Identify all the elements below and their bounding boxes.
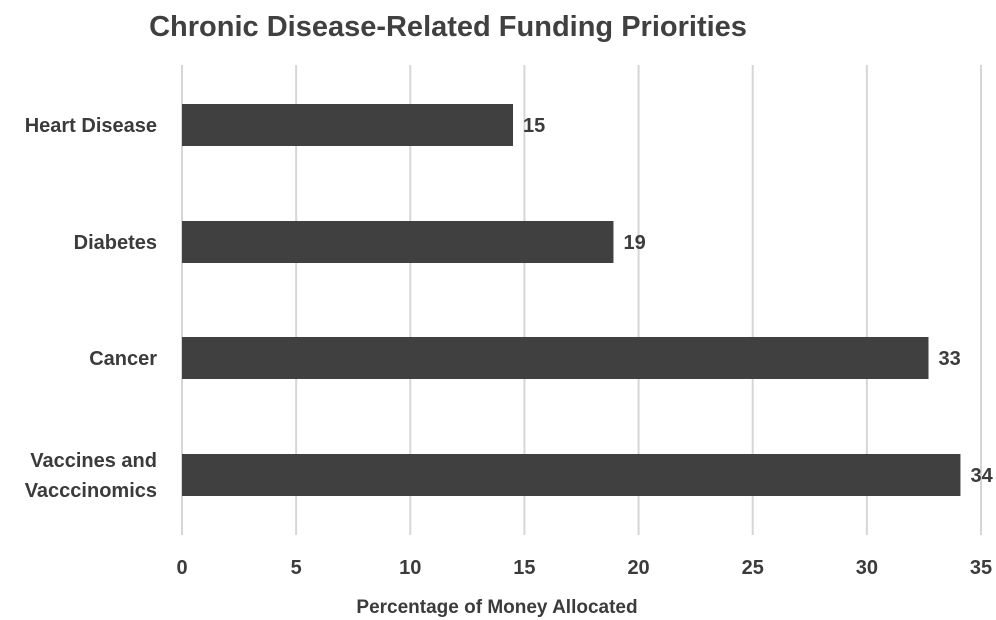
x-tick-label: 25 <box>742 557 764 579</box>
bar <box>182 337 929 379</box>
data-label: 15 <box>523 115 545 137</box>
data-label: 19 <box>623 232 645 254</box>
category-label-line: Diabetes <box>74 232 157 254</box>
x-tick-label: 5 <box>291 557 302 579</box>
data-label: 33 <box>938 348 960 370</box>
bar <box>182 221 614 263</box>
bars <box>182 104 961 496</box>
x-tick-label: 15 <box>513 557 535 579</box>
category-label-line: Heart Disease <box>25 115 157 137</box>
chart-title: Chronic Disease-Related Funding Prioriti… <box>149 11 747 43</box>
x-tick-labels: 0 5 10 15 20 25 30 35 <box>176 557 992 579</box>
bar <box>182 104 514 146</box>
x-tick-label: 0 <box>176 557 187 579</box>
bar <box>182 454 961 496</box>
data-label: 34 <box>970 465 993 487</box>
x-tick-label: 30 <box>856 557 878 579</box>
category-label: Heart Disease <box>25 115 157 137</box>
x-tick-label: 35 <box>970 557 992 579</box>
category-label-line: Cancer <box>89 348 157 370</box>
data-labels: 15 19 33 34 <box>523 115 994 487</box>
category-label-line: Vacccinomics <box>25 480 157 502</box>
category-label: Cancer <box>89 348 157 370</box>
x-tick-label: 20 <box>627 557 649 579</box>
category-label: Diabetes <box>74 232 157 254</box>
category-label-line: Vaccines and <box>30 450 157 472</box>
x-axis-title: Percentage of Money Allocated <box>356 597 637 618</box>
category-label: Vaccines and Vacccinomics <box>25 450 157 502</box>
x-tick-label: 10 <box>399 557 421 579</box>
